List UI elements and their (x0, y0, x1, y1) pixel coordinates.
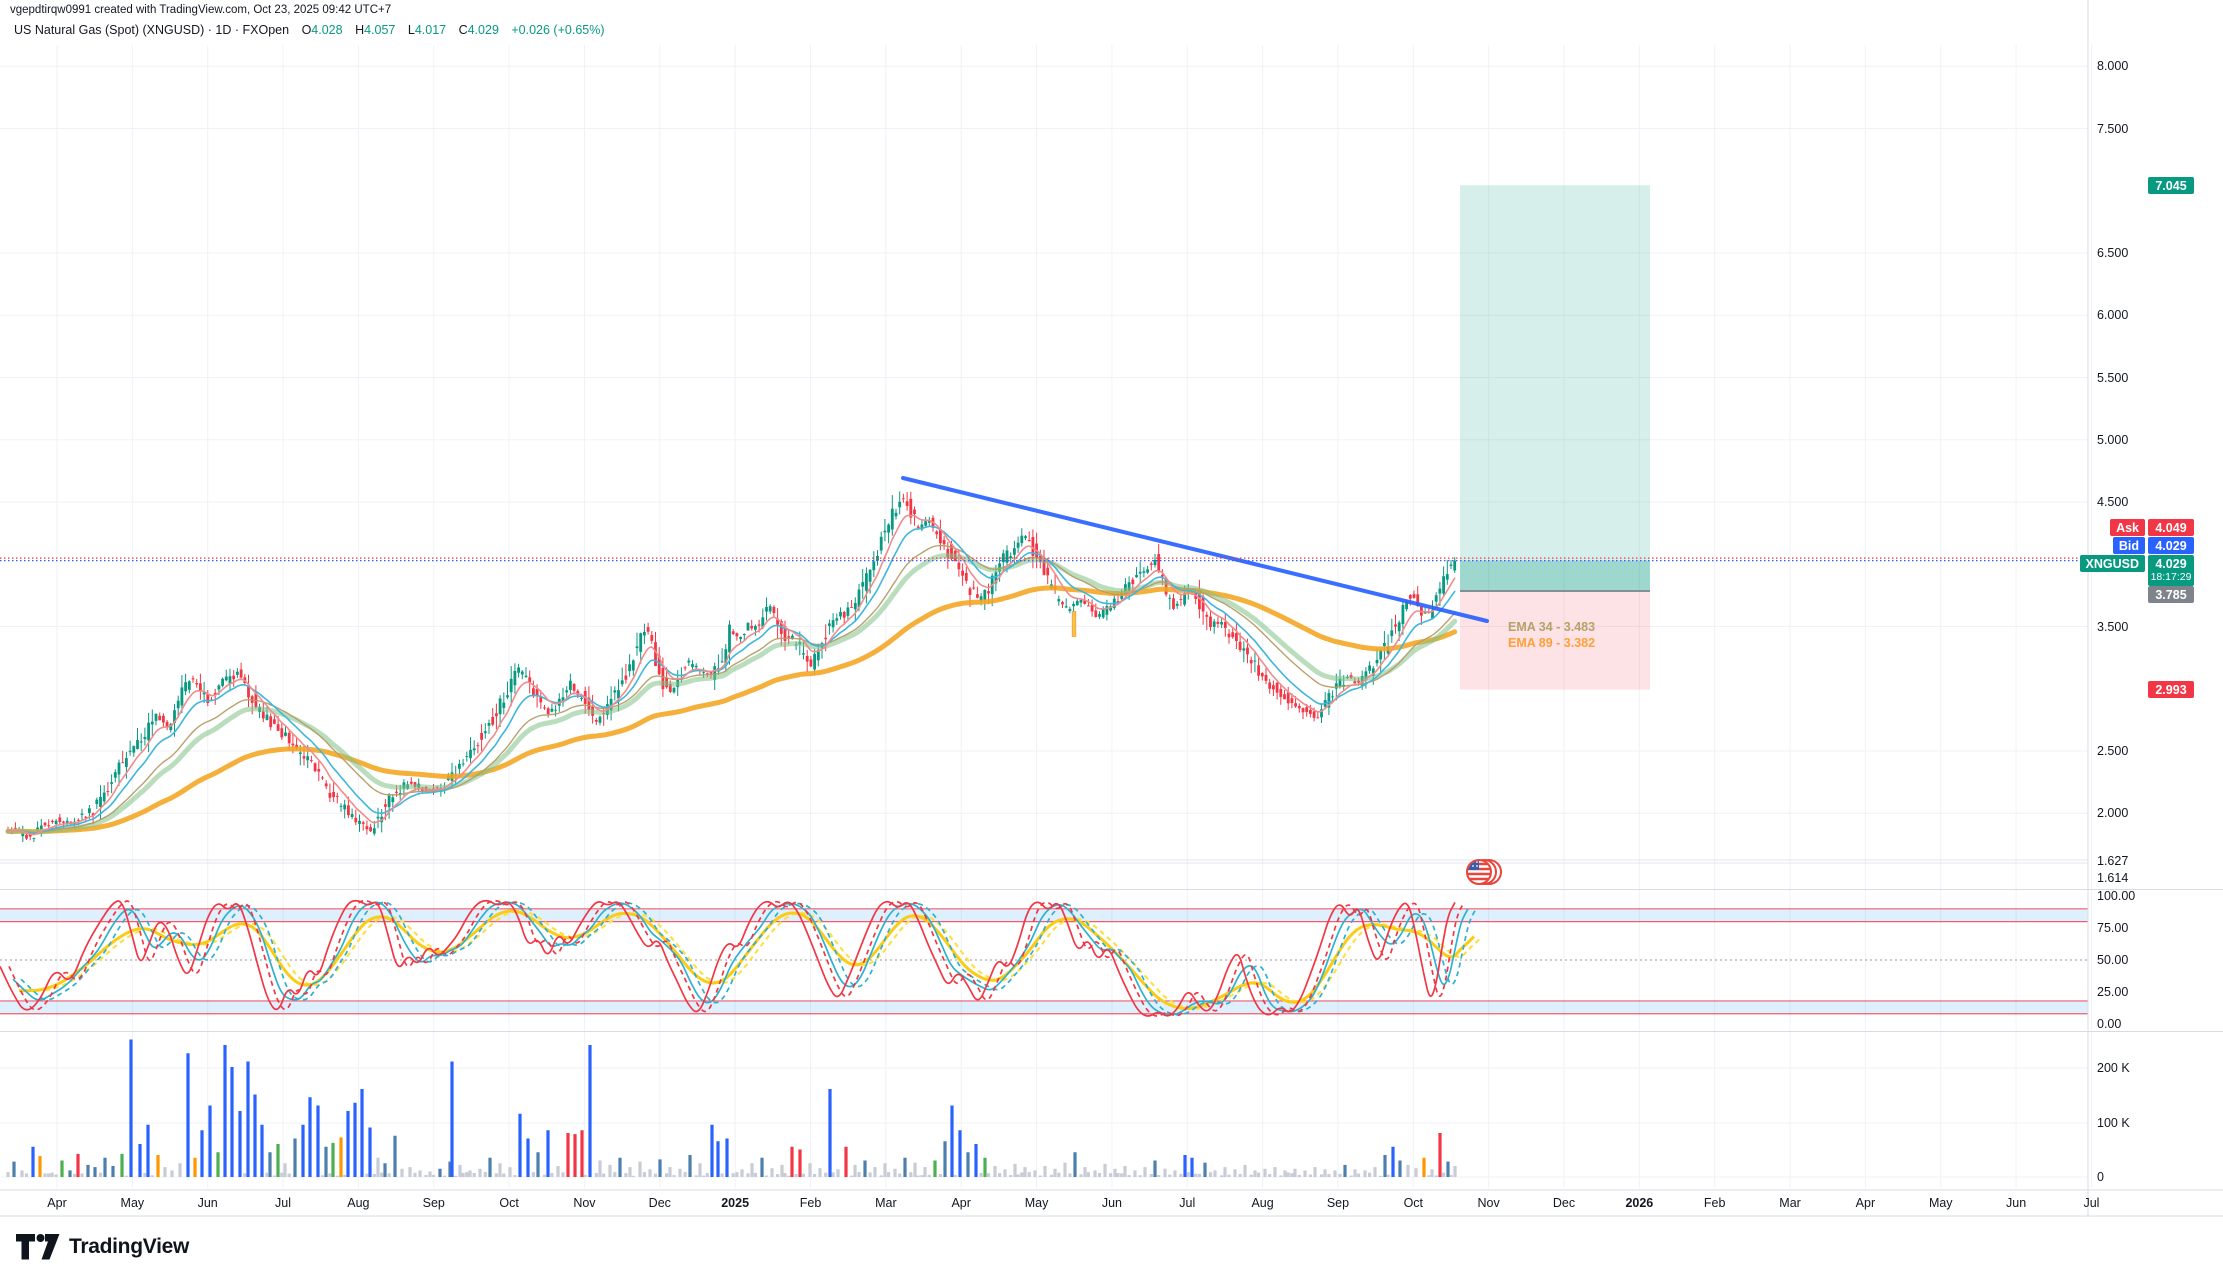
time-tick: Feb (1703, 1196, 1726, 1210)
low-label: L (407, 23, 415, 37)
oscillator-tick: 75.00 (2097, 921, 2129, 935)
time-tick: Jul (2083, 1196, 2100, 1210)
time-tick: Jun (1101, 1196, 1122, 1210)
ema34-label: EMA 34 - 3.483 (1508, 620, 1596, 634)
oscillator-tick: 25.00 (2097, 985, 2129, 999)
time-tick: Nov (1477, 1196, 1500, 1210)
time-tick: Mar (1779, 1196, 1801, 1210)
price-tick: 5.500 (2097, 370, 2129, 385)
time-tick: Sep (1326, 1196, 1350, 1210)
price-tick: 3.500 (2097, 619, 2129, 634)
bid-price-badge: 4.029 (2148, 537, 2194, 554)
oscillator-tick: 0.00 (2097, 1017, 2122, 1031)
price-tick: 2.000 (2097, 806, 2129, 821)
time-tick: May (120, 1196, 145, 1210)
time-tick: Apr (1855, 1196, 1876, 1210)
position-stop-badge: 2.993 (2148, 681, 2194, 698)
volume-tick: 200 K (2097, 1061, 2130, 1075)
close-value: 4.029 (467, 23, 499, 37)
ema89-label: EMA 89 - 3.382 (1508, 636, 1596, 650)
high-value: 4.057 (364, 23, 396, 37)
change-value: +0.026 (+0.65%) (511, 23, 605, 37)
open-label: O (301, 23, 312, 37)
bid-label-badge: Bid (2112, 537, 2145, 554)
ask-price-badge: 4.049 (2148, 519, 2194, 536)
oscillator-tick: 50.00 (2097, 953, 2129, 967)
price-tick: 4.500 (2097, 495, 2129, 509)
low-value: 4.017 (414, 23, 447, 37)
tradingview-logo-text: TradingView (69, 1235, 190, 1258)
time-tick: Nov (573, 1196, 596, 1210)
time-tick: Mar (875, 1196, 897, 1210)
candlesticks[interactable] (6, 491, 1457, 843)
time-tick: Sep (422, 1196, 445, 1210)
last-price-badge: 4.029 18:17:29 (2148, 555, 2194, 586)
time-tick: Dec (1552, 1196, 1576, 1210)
time-tick: May (1024, 1196, 1049, 1210)
price-tick: 6.000 (2097, 308, 2129, 323)
price-tick: 2.500 (2097, 744, 2129, 758)
symbol-title[interactable]: US Natural Gas (Spot) (XNGUSD) · 1D · FX… (14, 23, 290, 37)
open-value: 4.028 (311, 23, 343, 37)
volume-tick: 0 (2097, 1170, 2104, 1184)
volume-tick: 100 K (2097, 1116, 2130, 1130)
last-price-value: 4.029 (2155, 556, 2187, 571)
symbol-coin-icon (1466, 859, 1502, 885)
position-entry-badge: 3.785 (2148, 586, 2194, 603)
bar-countdown: 18:17:29 (2150, 570, 2192, 583)
time-tick: Apr (951, 1196, 971, 1210)
volume-panel[interactable] (6, 1039, 1457, 1178)
time-tick: Jul (275, 1196, 292, 1210)
time-tick: Dec (648, 1196, 671, 1210)
price-tick: 8.000 (2097, 59, 2129, 74)
time-tick: Jul (1179, 1196, 1196, 1210)
tradingview-logo[interactable]: TradingView (16, 1234, 189, 1260)
time-tick: May (1928, 1196, 1953, 1210)
position-target-badge: 7.045 (2148, 177, 2194, 194)
price-level-label: 1.614 (2097, 871, 2129, 885)
price-level-label: 1.627 (2097, 854, 2129, 868)
time-tick: 2025 (721, 1196, 750, 1210)
symbol-label-badge: XNGUSD (2079, 555, 2145, 572)
trend-line[interactable] (901, 476, 1489, 623)
watermark-attribution: vgepdtirqw0991 created with TradingView.… (10, 4, 392, 16)
time-tick: Aug (347, 1196, 370, 1210)
oscillator-tick: 100.00 (2097, 889, 2136, 903)
price-tick: 6.500 (2097, 246, 2129, 260)
time-tick: Aug (1251, 1196, 1274, 1210)
time-tick: Jun (197, 1196, 218, 1210)
time-tick: Oct (1403, 1196, 1424, 1210)
ask-label-badge: Ask (2110, 519, 2145, 536)
time-tick: Jun (2006, 1196, 2027, 1210)
time-tick: 2026 (1625, 1196, 1654, 1210)
time-tick: Oct (499, 1196, 519, 1210)
time-tick: Feb (799, 1196, 822, 1210)
price-tick: 7.500 (2097, 121, 2129, 136)
price-panel[interactable] (5, 185, 1650, 843)
tradingview-logo-mark (16, 1234, 60, 1260)
close-label: C (458, 23, 468, 37)
chart-legend[interactable]: US Natural Gas (Spot) (XNGUSD) · 1D · FX… (14, 23, 605, 37)
time-tick: Apr (47, 1196, 67, 1210)
grid-lines (0, 45, 2092, 1188)
high-label: H (355, 23, 365, 37)
stochastic-panel[interactable] (0, 899, 2088, 1017)
price-tick: 5.000 (2097, 432, 2129, 447)
